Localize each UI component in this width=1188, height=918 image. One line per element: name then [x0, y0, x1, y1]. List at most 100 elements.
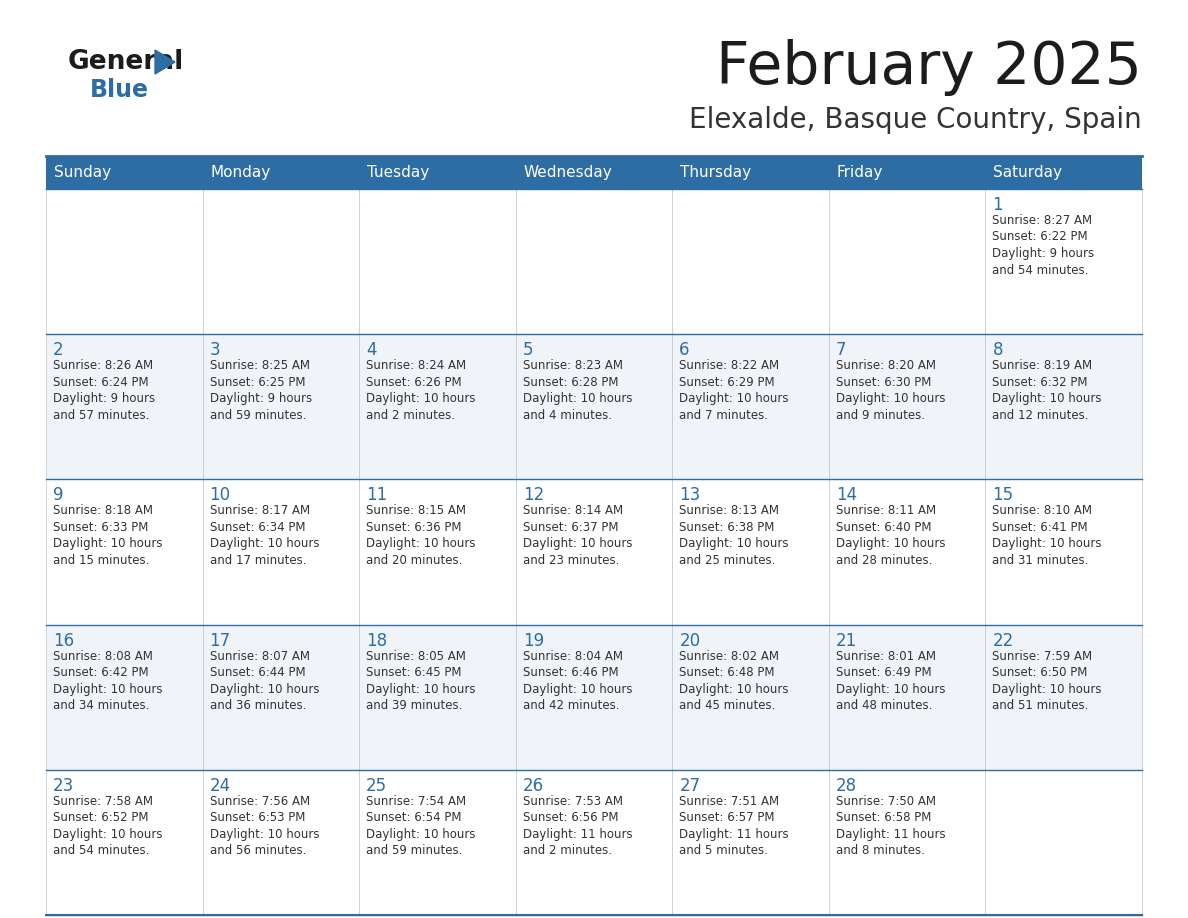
- Text: and 12 minutes.: and 12 minutes.: [992, 409, 1089, 421]
- Text: Sunrise: 8:05 AM: Sunrise: 8:05 AM: [366, 650, 466, 663]
- Text: Sunrise: 7:54 AM: Sunrise: 7:54 AM: [366, 795, 466, 808]
- Text: Sunrise: 8:20 AM: Sunrise: 8:20 AM: [836, 359, 936, 372]
- Text: and 59 minutes.: and 59 minutes.: [366, 845, 462, 857]
- Text: Sunrise: 7:51 AM: Sunrise: 7:51 AM: [680, 795, 779, 808]
- Bar: [672, 334, 829, 479]
- Bar: [203, 157, 359, 189]
- Bar: [829, 770, 985, 915]
- Text: Sunrise: 8:27 AM: Sunrise: 8:27 AM: [992, 214, 1093, 227]
- Text: Sunrise: 8:08 AM: Sunrise: 8:08 AM: [53, 650, 153, 663]
- Text: 14: 14: [836, 487, 857, 504]
- Text: 2: 2: [53, 341, 64, 359]
- Text: 23: 23: [53, 777, 74, 795]
- Bar: [516, 624, 672, 770]
- Bar: [985, 770, 1142, 915]
- Text: 15: 15: [992, 487, 1013, 504]
- Text: and 5 minutes.: and 5 minutes.: [680, 845, 769, 857]
- Bar: [829, 479, 985, 624]
- Text: and 59 minutes.: and 59 minutes.: [209, 409, 307, 421]
- Text: Sunset: 6:29 PM: Sunset: 6:29 PM: [680, 375, 775, 388]
- Text: and 56 minutes.: and 56 minutes.: [209, 845, 307, 857]
- Bar: [46, 479, 203, 624]
- Text: and 7 minutes.: and 7 minutes.: [680, 409, 769, 421]
- Text: 25: 25: [366, 777, 387, 795]
- Text: Daylight: 9 hours: Daylight: 9 hours: [992, 247, 1094, 260]
- Text: Daylight: 10 hours: Daylight: 10 hours: [523, 537, 632, 551]
- Text: Friday: Friday: [836, 165, 883, 181]
- Text: Daylight: 10 hours: Daylight: 10 hours: [836, 537, 946, 551]
- Text: 7: 7: [836, 341, 846, 359]
- Text: 20: 20: [680, 632, 701, 650]
- Text: 28: 28: [836, 777, 857, 795]
- Text: Sunday: Sunday: [53, 165, 112, 181]
- Text: and 8 minutes.: and 8 minutes.: [836, 845, 924, 857]
- Text: Daylight: 10 hours: Daylight: 10 hours: [680, 537, 789, 551]
- Text: and 15 minutes.: and 15 minutes.: [53, 554, 150, 567]
- Text: 6: 6: [680, 341, 690, 359]
- Bar: [203, 624, 359, 770]
- Text: Sunset: 6:37 PM: Sunset: 6:37 PM: [523, 521, 618, 534]
- Text: Daylight: 10 hours: Daylight: 10 hours: [836, 683, 946, 696]
- Bar: [829, 189, 985, 334]
- Bar: [359, 770, 516, 915]
- Text: and 42 minutes.: and 42 minutes.: [523, 700, 619, 712]
- Text: Daylight: 10 hours: Daylight: 10 hours: [366, 537, 475, 551]
- Text: 1: 1: [992, 196, 1003, 214]
- Text: Sunset: 6:41 PM: Sunset: 6:41 PM: [992, 521, 1088, 534]
- Bar: [672, 189, 829, 334]
- Bar: [359, 334, 516, 479]
- Bar: [829, 624, 985, 770]
- Text: Tuesday: Tuesday: [367, 165, 429, 181]
- Polygon shape: [154, 50, 175, 74]
- Bar: [46, 770, 203, 915]
- Bar: [672, 157, 829, 189]
- Text: 19: 19: [523, 632, 544, 650]
- Text: Daylight: 10 hours: Daylight: 10 hours: [680, 683, 789, 696]
- Text: Sunset: 6:26 PM: Sunset: 6:26 PM: [366, 375, 462, 388]
- Text: Daylight: 10 hours: Daylight: 10 hours: [53, 683, 163, 696]
- Text: Sunset: 6:32 PM: Sunset: 6:32 PM: [992, 375, 1088, 388]
- Text: and 23 minutes.: and 23 minutes.: [523, 554, 619, 567]
- Text: 17: 17: [209, 632, 230, 650]
- Text: 5: 5: [523, 341, 533, 359]
- Text: and 2 minutes.: and 2 minutes.: [366, 409, 455, 421]
- Text: Sunset: 6:24 PM: Sunset: 6:24 PM: [53, 375, 148, 388]
- Text: Sunrise: 8:02 AM: Sunrise: 8:02 AM: [680, 650, 779, 663]
- Text: 10: 10: [209, 487, 230, 504]
- Bar: [46, 157, 203, 189]
- Text: and 28 minutes.: and 28 minutes.: [836, 554, 933, 567]
- Text: 26: 26: [523, 777, 544, 795]
- Bar: [985, 157, 1142, 189]
- Text: Sunrise: 8:24 AM: Sunrise: 8:24 AM: [366, 359, 466, 372]
- Text: and 25 minutes.: and 25 minutes.: [680, 554, 776, 567]
- Bar: [516, 479, 672, 624]
- Text: Sunrise: 7:58 AM: Sunrise: 7:58 AM: [53, 795, 153, 808]
- Text: Wednesday: Wednesday: [524, 165, 613, 181]
- Text: and 54 minutes.: and 54 minutes.: [992, 263, 1089, 276]
- Text: Daylight: 10 hours: Daylight: 10 hours: [523, 683, 632, 696]
- Text: and 36 minutes.: and 36 minutes.: [209, 700, 307, 712]
- Text: Sunset: 6:48 PM: Sunset: 6:48 PM: [680, 666, 775, 679]
- Text: Daylight: 10 hours: Daylight: 10 hours: [209, 537, 320, 551]
- Text: Daylight: 9 hours: Daylight: 9 hours: [209, 392, 311, 405]
- Bar: [672, 479, 829, 624]
- Text: 12: 12: [523, 487, 544, 504]
- Text: Sunset: 6:28 PM: Sunset: 6:28 PM: [523, 375, 618, 388]
- Text: Sunset: 6:30 PM: Sunset: 6:30 PM: [836, 375, 931, 388]
- Text: Sunrise: 8:04 AM: Sunrise: 8:04 AM: [523, 650, 623, 663]
- Text: Daylight: 10 hours: Daylight: 10 hours: [992, 537, 1102, 551]
- Text: 8: 8: [992, 341, 1003, 359]
- Text: and 2 minutes.: and 2 minutes.: [523, 845, 612, 857]
- Text: Sunrise: 8:19 AM: Sunrise: 8:19 AM: [992, 359, 1093, 372]
- Text: February 2025: February 2025: [716, 39, 1142, 96]
- Text: Sunset: 6:53 PM: Sunset: 6:53 PM: [209, 812, 305, 824]
- Text: 18: 18: [366, 632, 387, 650]
- Text: Sunrise: 8:26 AM: Sunrise: 8:26 AM: [53, 359, 153, 372]
- Text: Daylight: 10 hours: Daylight: 10 hours: [680, 392, 789, 405]
- Text: Daylight: 10 hours: Daylight: 10 hours: [209, 828, 320, 841]
- Text: Daylight: 10 hours: Daylight: 10 hours: [992, 392, 1102, 405]
- Bar: [829, 334, 985, 479]
- Text: General: General: [68, 49, 184, 75]
- Text: and 31 minutes.: and 31 minutes.: [992, 554, 1089, 567]
- Text: Thursday: Thursday: [681, 165, 752, 181]
